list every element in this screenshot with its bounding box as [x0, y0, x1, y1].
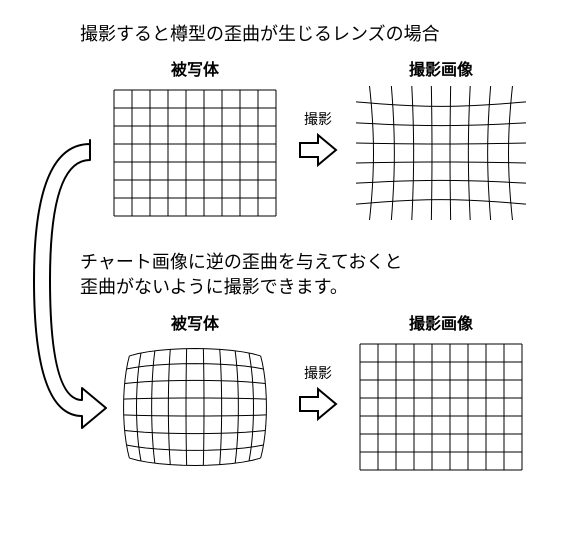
arrow-block-top: 撮影 [298, 109, 338, 167]
label-captured-top: 撮影画像 [409, 56, 473, 80]
row-bottom: 被写体 撮影 撮影画像 [110, 310, 566, 474]
label-subject-bottom: 被写体 [171, 310, 219, 334]
label-subject-top: 被写体 [171, 56, 219, 80]
arrow-block-bottom: 撮影 [298, 363, 338, 421]
panel-subject-top: 被写体 [110, 56, 280, 220]
arrow-right-icon [298, 133, 338, 167]
panel-captured-top: 撮影画像 [356, 56, 526, 220]
label-captured-bottom: 撮影画像 [409, 310, 473, 334]
grid-barrel [356, 86, 526, 220]
arrow-label-bottom: 撮影 [304, 363, 332, 383]
grid-normal-top [110, 86, 280, 220]
arrow-right-icon [298, 387, 338, 421]
row-top: 被写体 撮影 撮影画像 [110, 56, 566, 220]
grid-normal-bottom [356, 340, 526, 474]
arrow-label-top: 撮影 [304, 109, 332, 129]
grid-pincushion [110, 340, 280, 474]
panel-subject-bottom: 被写体 [110, 310, 280, 474]
title-top: 撮影すると樽型の歪曲が生じるレンズの場合 [80, 20, 566, 46]
panel-captured-bottom: 撮影画像 [356, 310, 526, 474]
curved-arrow-icon [30, 130, 110, 430]
subtitle-bottom: チャート画像に逆の歪曲を与えておくと歪曲がないように撮影できます。 [80, 250, 566, 300]
